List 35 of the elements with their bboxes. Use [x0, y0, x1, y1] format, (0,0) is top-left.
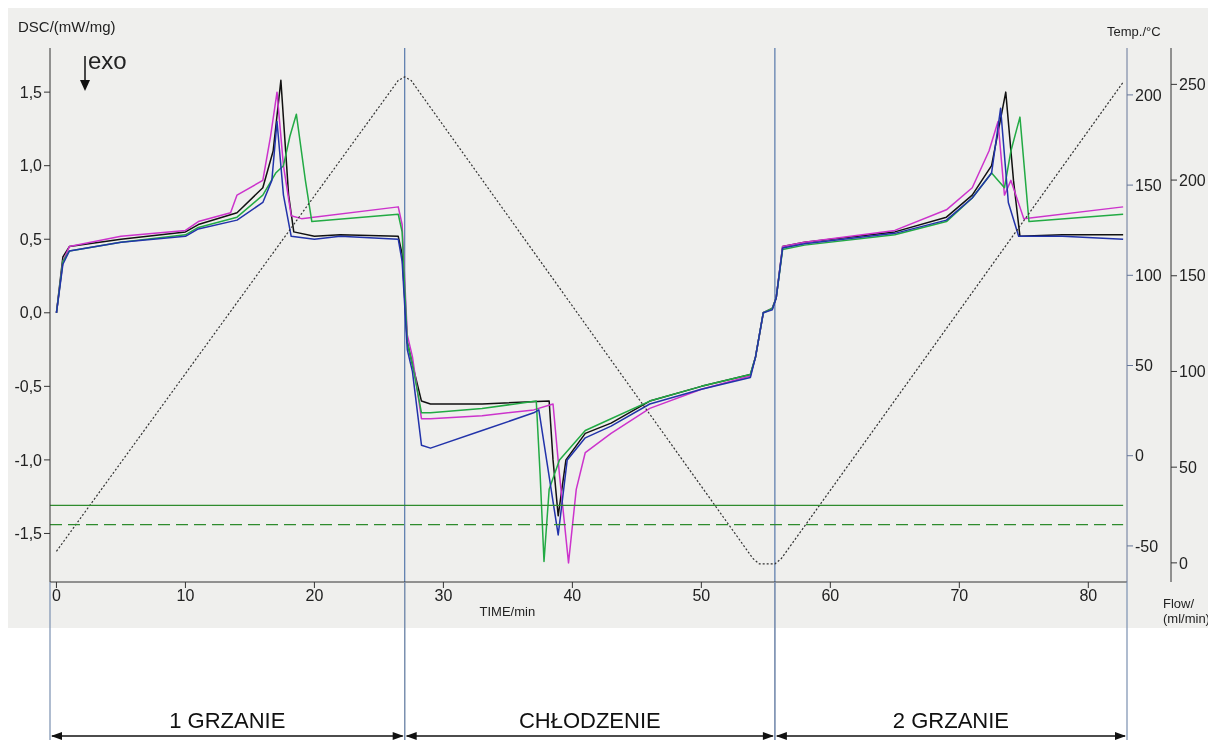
text: 2 GRZANIE: [892, 708, 1010, 733]
y-tick-label: 0,5: [19, 230, 43, 248]
annotation: exo: [88, 47, 127, 74]
y2-axis-title: Temp./°C: [1107, 24, 1161, 39]
x-tick-label: 0: [52, 587, 61, 605]
y-tick-label: 1,0: [19, 157, 43, 175]
x-tick-label: 10: [176, 587, 195, 605]
y3-tick-label: 200: [1179, 171, 1206, 189]
x-axis-title: TIME/min: [479, 604, 536, 619]
y2-tick-label: 150: [1135, 176, 1162, 194]
y-tick-label: -1,0: [14, 451, 43, 469]
x-tick-label: 60: [821, 587, 840, 605]
x-tick-label: 80: [1079, 587, 1098, 605]
y-tick-label: -1,5: [14, 525, 43, 543]
x-tick-label: 70: [950, 587, 969, 605]
y-tick-label: 0,0: [19, 304, 43, 322]
y3-tick-label: 0: [1179, 554, 1188, 572]
y3-tick-label: 250: [1179, 76, 1206, 94]
x-tick-label: 40: [563, 587, 582, 605]
y2-tick-label: 0: [1135, 447, 1144, 465]
y-axis-title: DSC/(mW/mg): [18, 18, 116, 35]
y2-tick-label: -50: [1135, 537, 1159, 555]
y2-tick-label: 100: [1135, 266, 1162, 284]
y2-tick-label: 200: [1135, 86, 1162, 104]
y3-tick-label: 100: [1179, 363, 1206, 381]
y-tick-label: 1,5: [19, 83, 43, 101]
x-tick-label: 50: [692, 587, 711, 605]
y3-tick-label: 150: [1179, 267, 1206, 285]
x-tick-label: 20: [305, 587, 324, 605]
y3-tick-label: 50: [1179, 458, 1197, 476]
x-tick-label: 30: [434, 587, 453, 605]
text: 1 GRZANIE: [169, 708, 286, 733]
text: CHŁODZENIE: [518, 708, 661, 733]
y2-tick-label: 50: [1135, 357, 1153, 375]
y-tick-label: -0,5: [14, 378, 43, 396]
